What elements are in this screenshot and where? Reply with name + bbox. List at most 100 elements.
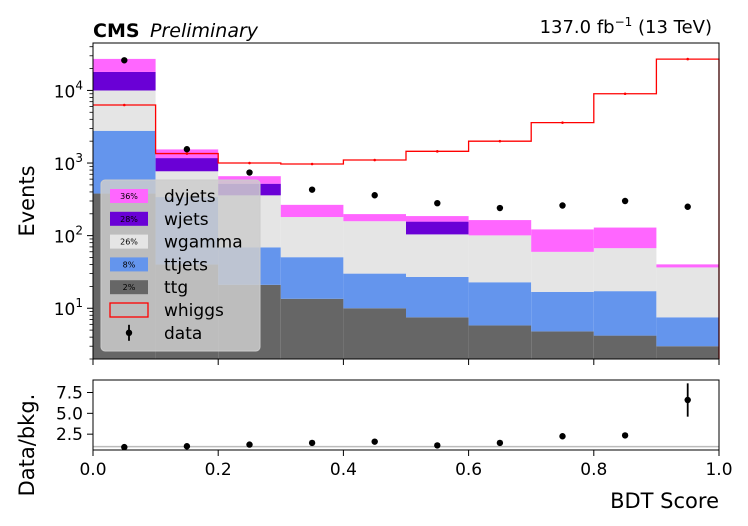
main-plot: 101 102 103 104 Events 36% dyjets 28% wjets 26%… — [15, 42, 720, 365]
legend-swatch-dyjets — [110, 189, 148, 203]
ratio-x-ticks: 0.0 0.2 0.4 0.6 0.8 1.0 — [79, 450, 733, 480]
x-tick-label: 0.0 — [79, 460, 106, 480]
status-label: Preliminary — [150, 20, 259, 42]
ratio-point — [371, 438, 378, 445]
bar-dyjets-bin-4 — [280, 204, 344, 218]
legend-label-ttjets: ttjets — [164, 255, 208, 275]
main-x-ticks — [92, 359, 720, 365]
ratio-plot: 2.55.07.5 0.0 0.2 0.4 0.6 0.8 1.0 Data/bkg. B… — [15, 379, 733, 513]
x-tick-label: 0.4 — [330, 460, 357, 480]
y-tick-label: 103 — [54, 151, 83, 175]
data-point — [246, 169, 253, 176]
signal-marker — [123, 103, 126, 107]
signal-marker — [686, 57, 689, 61]
bar-ttjets-bin-5 — [343, 273, 406, 309]
bar-ttg-bin-7 — [468, 325, 532, 359]
signal-histogram — [93, 57, 720, 359]
bar-wgamma-bin-4 — [280, 217, 344, 258]
ratio-y-tick-label: 2.5 — [56, 425, 83, 445]
bar-wgamma-bin-5 — [343, 221, 406, 274]
legend-label-whiggs: whiggs — [164, 301, 224, 321]
experiment-label: CMS — [93, 20, 140, 42]
x-tick-label: 1.0 — [705, 460, 732, 480]
ratio-point — [496, 439, 504, 447]
data-point — [621, 197, 629, 205]
signal-marker — [623, 92, 627, 96]
legend-label-wjets: wjets — [164, 210, 209, 230]
bar-ttg-bin-4 — [280, 298, 344, 359]
bar-ttg-bin-5 — [343, 308, 406, 359]
data-point — [371, 192, 378, 199]
bar-wgamma-bin-8 — [531, 251, 594, 292]
data-point — [684, 203, 691, 210]
main-y-ticks: 101 102 103 104 — [54, 46, 93, 360]
legend-swatch-wjets — [110, 211, 148, 226]
signal-marker — [373, 158, 377, 162]
bar-ttjets-bin-9 — [593, 291, 657, 336]
legend-swatch-wgamma — [110, 234, 148, 249]
bar-ttjets-bin-4 — [280, 257, 344, 299]
bar-wjets-bin-6 — [406, 221, 469, 235]
bar-ttjets-bin-8 — [531, 291, 594, 332]
bar-dyjets-bin-5 — [343, 214, 406, 222]
legend-swatch-ttg — [110, 280, 148, 295]
legend-pct-ttjets: 8% — [123, 260, 136, 269]
bar-dyjets-bin-7 — [468, 220, 532, 236]
bar-wgamma-bin-10 — [656, 267, 719, 318]
legend-pct-wgamma: 26% — [120, 238, 138, 247]
bar-ttg-bin-6 — [406, 317, 469, 359]
bar-dyjets-bin-6 — [406, 216, 469, 222]
bar-ttg-bin-10 — [656, 346, 719, 359]
signal-line — [93, 58, 720, 359]
signal-marker — [561, 121, 564, 124]
bar-ttg-bin-8 — [531, 331, 594, 359]
ratio-point — [621, 432, 629, 439]
legend-swatch-whiggs — [109, 302, 149, 318]
ratio-y-tick-label: 5.0 — [56, 404, 83, 424]
bar-dyjets-bin-8 — [531, 229, 594, 252]
ratio-point — [684, 396, 691, 404]
signal-marker — [310, 162, 314, 166]
data-points — [121, 57, 691, 212]
lumi-label: 137.0 fb−1 (13 TeV) — [540, 15, 712, 38]
bar-ttg-bin-9 — [593, 335, 657, 359]
legend-data-marker — [125, 329, 133, 336]
ratio-point — [121, 443, 128, 451]
legend-label-wgamma: wgamma — [164, 233, 243, 253]
ratio-points — [121, 383, 691, 451]
signal-marker — [248, 161, 251, 165]
y-tick-label: 104 — [54, 78, 83, 102]
y-tick-label: 101 — [54, 296, 83, 320]
signal-marker — [436, 150, 439, 153]
legend-label-dyjets: dyjets — [164, 187, 216, 207]
bar-wjets-bin-2 — [155, 158, 219, 172]
ratio-point — [434, 442, 441, 449]
legend-pct-wjets: 28% — [120, 215, 138, 224]
data-point — [183, 146, 191, 153]
ratio-point — [246, 441, 253, 448]
x-tick-label: 0.2 — [205, 460, 232, 480]
legend-pct-dyjets: 36% — [120, 192, 138, 201]
ratio-y-tick-label: 7.5 — [56, 384, 83, 404]
bar-wgamma-bin-9 — [593, 248, 657, 292]
legend-swatch-ttjets — [110, 257, 148, 272]
bar-dyjets-bin-10 — [656, 264, 719, 268]
bar-wgamma-bin-6 — [406, 234, 469, 277]
ratio-y-axis-label: Data/bkg. — [15, 394, 39, 497]
bar-wgamma-bin-7 — [468, 235, 532, 283]
data-point — [559, 202, 566, 209]
legend: 36% dyjets 28% wjets 26% wgamma 8% ttjets 2% ttg w… — [100, 179, 261, 352]
ratio-point — [183, 443, 191, 450]
legend-pct-ttg: 2% — [123, 283, 136, 292]
signal-marker — [185, 152, 189, 155]
bar-ttjets-bin-6 — [406, 276, 469, 318]
ratio-frame — [92, 379, 720, 451]
y-tick-label: 102 — [54, 224, 83, 248]
signal-marker — [498, 139, 502, 143]
x-axis-label: BDT Score — [610, 489, 719, 513]
ratio-y-ticks: 2.55.07.5 — [56, 384, 93, 445]
legend-label-data: data — [164, 324, 202, 344]
data-point — [434, 199, 441, 207]
ratio-point — [559, 433, 566, 440]
